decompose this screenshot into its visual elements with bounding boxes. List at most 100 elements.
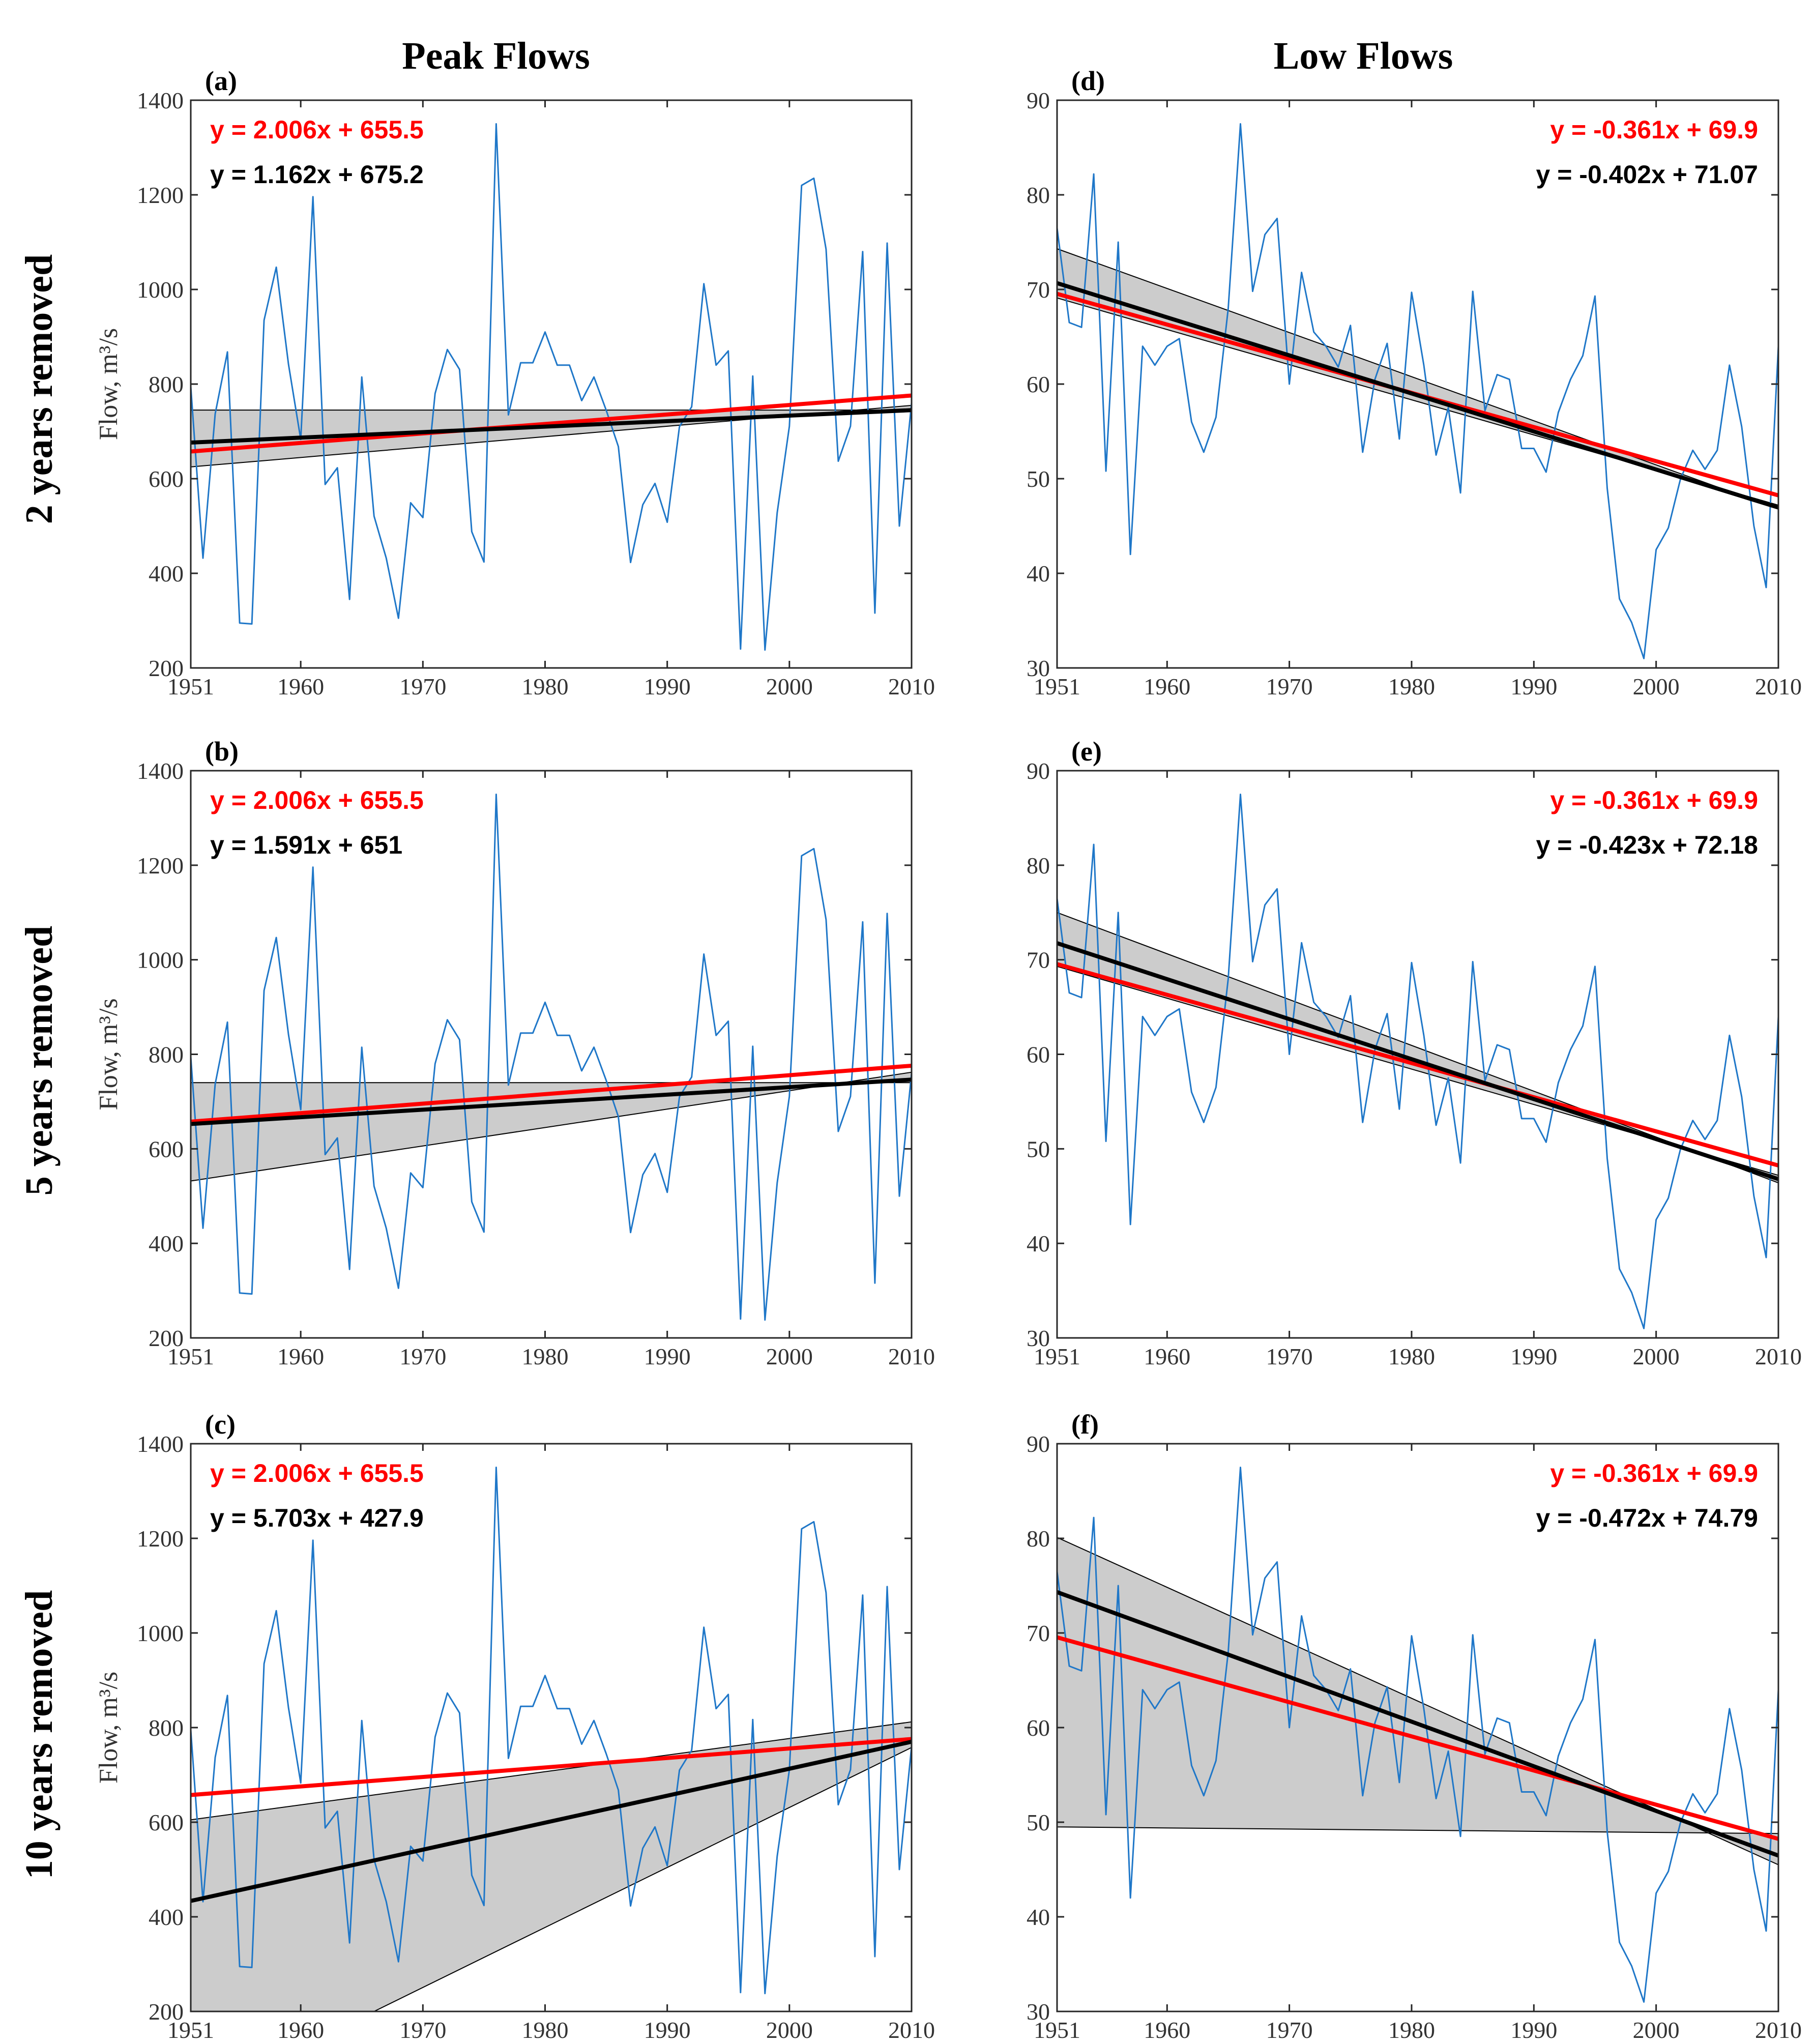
full-record-trend-line <box>1057 962 1778 1167</box>
panel-b: 1951 1960 1970 1980 1990 2000 2010 200 400 600 800… <box>94 736 935 1369</box>
y-tick-label: 1400 <box>137 1431 184 1457</box>
x-tick-label: 1970 <box>1266 674 1313 699</box>
x-tick-label: 2010 <box>1755 2017 1802 2043</box>
x-tick-label: 1980 <box>521 674 568 699</box>
x-tick-label: 1960 <box>277 674 324 699</box>
x-tick-label: 1960 <box>1144 1344 1190 1369</box>
y-tick-label: 60 <box>1027 1042 1050 1068</box>
confidence-band <box>191 1071 912 1182</box>
x-tick-label: 1990 <box>1510 2017 1557 2043</box>
x-tick-label: 1990 <box>1510 1344 1557 1369</box>
x-tick-label: 1960 <box>277 2017 324 2043</box>
observed-flow-series <box>1057 1467 1778 2003</box>
x-tick-label: 2010 <box>888 1344 935 1369</box>
panel-a: 1951 1960 1970 1980 1990 2000 2010 200 400 600 800… <box>94 66 935 699</box>
full-trend-equation: y = 2.006x + 655.5 <box>210 115 424 144</box>
full-record-trend-line <box>191 393 912 454</box>
reduced-record-trend-line <box>1057 941 1778 1181</box>
x-tick-label: 1970 <box>399 1344 446 1369</box>
y-tick-label: 600 <box>149 1136 184 1162</box>
panel-f: 1951 1960 1970 1980 1990 2000 2010 30 40 50 60 70 80… <box>1027 1409 1802 2043</box>
x-tick-label: 2000 <box>766 1344 813 1369</box>
full-trend-equation: y = -0.361x + 69.9 <box>1550 115 1758 144</box>
plot-area-e <box>1057 794 1778 1329</box>
y-tick-label: 1200 <box>137 853 184 879</box>
y-tick-label: 30 <box>1027 1999 1050 2025</box>
x-tick-label: 1980 <box>1388 674 1435 699</box>
full-trend-equation: y = -0.361x + 69.9 <box>1550 1459 1758 1487</box>
y-tick-label: 200 <box>149 1999 184 2025</box>
y-tick-label: 70 <box>1027 947 1050 973</box>
y-tick-label: 1000 <box>137 1620 184 1646</box>
y-tick-label: 600 <box>149 1809 184 1835</box>
panels: 1951 1960 1970 1980 1990 2000 2010 200 400 600 800… <box>94 66 1802 2043</box>
y-tick-label: 60 <box>1027 1715 1050 1741</box>
x-tick-label: 2010 <box>888 2017 935 2043</box>
x-tick-label: 1970 <box>399 2017 446 2043</box>
reduced-trend-equation: y = 1.591x + 651 <box>210 831 402 859</box>
y-tick-label: 50 <box>1027 1809 1050 1835</box>
y-tick-label: 1400 <box>137 87 184 113</box>
y-axis-label: Flow, m³/s <box>94 1672 123 1784</box>
plot-area-d <box>1057 123 1778 659</box>
plot-area-a <box>191 123 912 651</box>
panel-label: (a) <box>205 66 237 96</box>
full-record-trend-line <box>1057 1635 1778 1841</box>
row-title-5-years: 5 years removed <box>18 926 61 1195</box>
x-tick-label: 1970 <box>1266 2017 1313 2043</box>
row-title-10-years: 10 years removed <box>18 1590 61 1879</box>
y-tick-label: 400 <box>149 1904 184 1930</box>
panel-label: (b) <box>205 736 239 767</box>
panel-d: 1951 1960 1970 1980 1990 2000 2010 30 40 50 60 70 80… <box>1027 66 1802 699</box>
y-tick-label: 90 <box>1027 87 1050 113</box>
y-tick-label: 40 <box>1027 1231 1050 1257</box>
y-tick-label: 800 <box>149 1715 184 1741</box>
y-tick-label: 30 <box>1027 655 1050 681</box>
confidence-band <box>1057 1537 1778 1865</box>
full-record-trend-line <box>191 1063 912 1124</box>
x-tick-label: 1951 <box>167 1344 214 1369</box>
reduced-record-trend-line <box>191 408 912 445</box>
x-tick-label: 2010 <box>1755 1344 1802 1369</box>
reduced-record-trend-line <box>1057 1590 1778 1858</box>
y-tick-label: 200 <box>149 1325 184 1351</box>
x-tick-label: 1951 <box>1034 674 1080 699</box>
confidence-band <box>1057 248 1778 510</box>
column-title-peak-flows: Peak Flows <box>402 35 590 77</box>
reduced-trend-equation: y = 1.162x + 675.2 <box>210 160 424 189</box>
y-tick-label: 50 <box>1027 1136 1050 1162</box>
panel-label: (d) <box>1071 66 1105 96</box>
y-tick-label: 800 <box>149 1042 184 1068</box>
x-tick-label: 2000 <box>1633 674 1680 699</box>
y-tick-label: 80 <box>1027 182 1050 208</box>
y-tick-label: 1000 <box>137 947 184 973</box>
y-tick-label: 400 <box>149 561 184 587</box>
x-tick-label: 1990 <box>644 2017 691 2043</box>
row-title-2-years: 2 years removed <box>18 254 61 524</box>
x-tick-label: 1951 <box>1034 1344 1080 1369</box>
y-tick-label: 1200 <box>137 1526 184 1552</box>
observed-flow-series <box>1057 123 1778 659</box>
panel-e: 1951 1960 1970 1980 1990 2000 2010 30 40 50 60 70 80… <box>1027 736 1802 1369</box>
y-axis-label: Flow, m³/s <box>94 998 123 1110</box>
x-tick-label: 1970 <box>399 674 446 699</box>
x-tick-label: 1960 <box>277 1344 324 1369</box>
x-tick-label: 1951 <box>167 674 214 699</box>
x-tick-label: 1990 <box>644 674 691 699</box>
full-trend-equation: y = 2.006x + 655.5 <box>210 1459 424 1487</box>
y-tick-label: 30 <box>1027 1325 1050 1351</box>
y-tick-label: 1200 <box>137 182 184 208</box>
x-tick-label: 1951 <box>167 2017 214 2043</box>
y-tick-label: 90 <box>1027 758 1050 784</box>
reduced-record-trend-line <box>191 1077 912 1126</box>
reduced-trend-equation: y = -0.472x + 74.79 <box>1536 1504 1758 1532</box>
x-tick-label: 1960 <box>1144 674 1190 699</box>
y-tick-label: 200 <box>149 655 184 681</box>
x-tick-label: 2010 <box>1755 674 1802 699</box>
x-tick-label: 2000 <box>766 2017 813 2043</box>
x-tick-label: 1951 <box>1034 2017 1080 2043</box>
panel-label: (c) <box>205 1409 236 1440</box>
y-axis-label: Flow, m³/s <box>94 328 123 440</box>
y-tick-label: 70 <box>1027 1620 1050 1646</box>
